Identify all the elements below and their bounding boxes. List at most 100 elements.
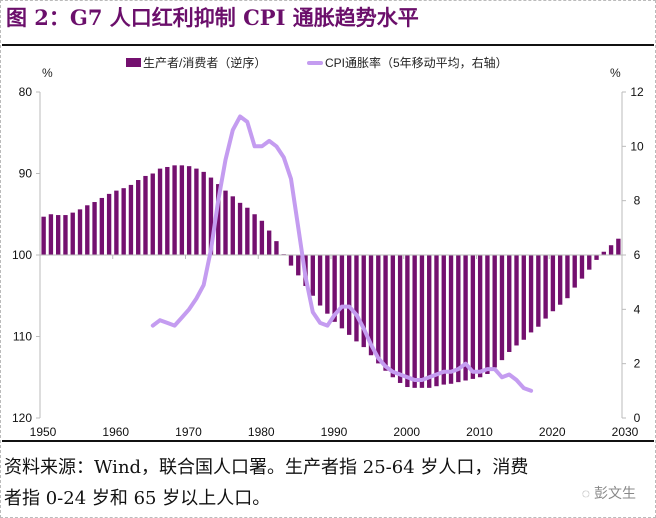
bar: [492, 255, 497, 368]
legend-label-bars: 生产者/消费者（逆序）: [143, 56, 267, 70]
bar: [528, 255, 534, 333]
bar: [56, 215, 61, 255]
legend-item-line: CPI通胀率（5年移动平均，右轴）: [307, 54, 508, 71]
bar: [63, 215, 68, 255]
bar: [208, 177, 214, 255]
legend-label-line: CPI通胀率（5年移动平均，右轴）: [325, 56, 508, 70]
right-tick-label: 0: [634, 411, 641, 425]
bar: [223, 190, 228, 255]
bar: [477, 255, 483, 378]
left-axis-unit: %: [42, 66, 53, 80]
x-tick-label: 1950: [30, 425, 57, 439]
bar: [266, 230, 272, 255]
bar: [361, 255, 366, 348]
bar: [237, 202, 243, 255]
x-tick-label: 2000: [393, 425, 420, 439]
bar: [616, 238, 621, 255]
cpi-line: [150, 114, 534, 393]
bar: [339, 255, 345, 329]
left-tick-label: 110: [13, 330, 32, 344]
bar: [245, 207, 250, 255]
bar: [179, 165, 185, 255]
bar: [579, 255, 585, 279]
bar: [216, 184, 221, 255]
bar: [259, 220, 265, 255]
x-tick-label: 1990: [321, 425, 348, 439]
bar: [157, 168, 163, 255]
bar: [536, 255, 541, 327]
bar: [572, 255, 577, 288]
bar: [201, 171, 206, 255]
left-tick-label: 120: [12, 411, 32, 425]
bar: [550, 255, 556, 312]
bar: [594, 255, 599, 260]
right-axis-unit: %: [610, 66, 621, 80]
bar: [41, 216, 46, 255]
bar: [165, 166, 170, 255]
x-tick-label: 2030: [612, 425, 639, 439]
bar: [92, 202, 97, 255]
watermark: ◌ 彭文生: [582, 483, 636, 503]
bar: [310, 255, 315, 296]
bar: [136, 180, 141, 255]
bar: [172, 165, 177, 255]
bar: [608, 245, 614, 255]
bar: [376, 255, 381, 364]
right-tick-label: 12: [630, 85, 644, 99]
watermark-text: 彭文生: [594, 485, 636, 501]
bar: [514, 255, 519, 346]
bar: [354, 255, 359, 342]
bar: [390, 255, 396, 378]
bar: [274, 241, 279, 255]
bar: [557, 255, 563, 305]
bar: [186, 166, 192, 255]
x-tick-label: 1970: [175, 425, 202, 439]
wechat-icon: ◌: [581, 485, 594, 501]
bar: [601, 251, 606, 255]
left-tick-label: 80: [19, 85, 33, 99]
bar: [143, 175, 148, 255]
bar: [412, 255, 417, 388]
right-tick-label: 4: [634, 302, 641, 316]
bar: [347, 255, 352, 335]
bar: [507, 255, 512, 352]
bar: [150, 173, 155, 255]
bar: [463, 255, 468, 381]
bar: [470, 255, 476, 379]
bar: [230, 196, 235, 255]
bar: [194, 168, 199, 255]
left-tick-label: 100: [12, 248, 32, 262]
bar: [368, 255, 374, 356]
bar: [434, 255, 439, 387]
bar: [252, 214, 257, 255]
source-note: 资料来源：Wind，联合国人口署。生产者指 25-64 岁人口，消费 者指 0-…: [4, 452, 650, 514]
right-tick-label: 10: [630, 139, 644, 153]
bar: [405, 255, 410, 388]
chart-title: 图 2：G7 人口红利抑制 CPI 通胀趋势水平: [6, 5, 419, 30]
bar: [587, 255, 592, 270]
x-tick-label: 1960: [102, 425, 129, 439]
bar: [288, 255, 294, 266]
bar: [456, 255, 461, 383]
bar: [485, 255, 490, 374]
right-tick-label: 6: [634, 248, 641, 262]
bar: [106, 193, 112, 255]
right-tick-label: 2: [634, 357, 641, 371]
bar: [317, 255, 323, 306]
x-tick-label: 2010: [466, 425, 493, 439]
bar: [70, 212, 75, 255]
bar: [543, 255, 548, 319]
bar: [448, 255, 454, 384]
note-rule: [2, 440, 654, 442]
bar: [99, 197, 105, 255]
right-tick-label: 8: [634, 194, 641, 208]
chart-plot: 80 90 100 110 120 12 10 8 6 4 2 0 1950 1960 1970 1980 19…: [12, 85, 644, 439]
bar: [441, 255, 446, 385]
bar: [521, 255, 526, 340]
bar: [114, 190, 119, 255]
bar: [383, 255, 388, 371]
bar: [77, 209, 83, 255]
bar: [48, 214, 54, 255]
x-tick-label: 1980: [248, 425, 275, 439]
bar: [121, 188, 126, 255]
